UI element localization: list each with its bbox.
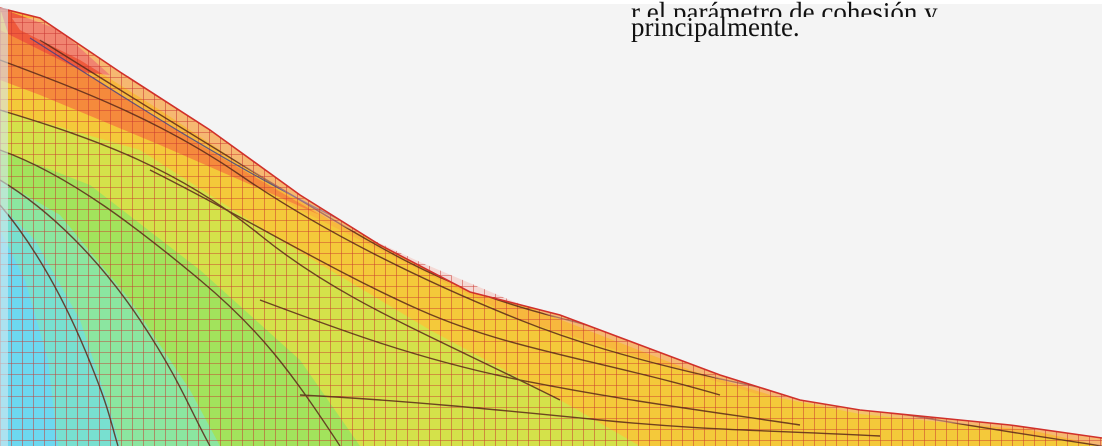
surface-outline [0, 7, 1102, 439]
left-boundary [0, 8, 8, 446]
caption-line: principalmente. [631, 12, 800, 42]
top-edge [0, 0, 1102, 4]
caption-text: r el parámetro de cohesión y principalme… [631, 0, 938, 42]
caption-cut-line: r el parámetro de cohesión y [631, 0, 938, 17]
